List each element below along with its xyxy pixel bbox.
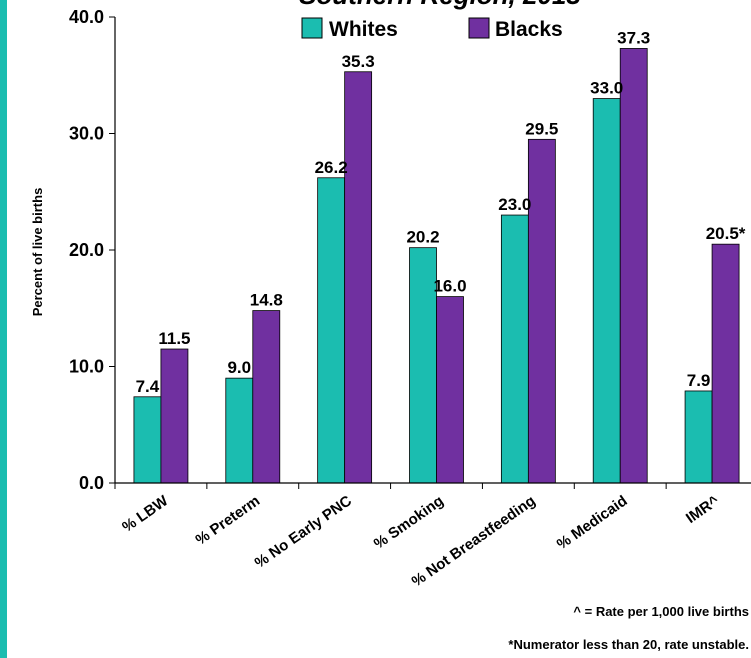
data-label-whites: 7.9 <box>687 371 711 390</box>
category-labels: % LBW% Preterm% No Early PNC% Smoking% N… <box>114 483 723 590</box>
data-label-blacks: 35.3 <box>342 52 375 71</box>
bar-whites <box>317 177 346 484</box>
chart-title: Southern Region, 2013 <box>299 0 581 10</box>
bar-whites <box>500 214 529 484</box>
data-label-whites: 26.2 <box>315 158 348 177</box>
y-axis-label: Percent of live births <box>30 188 45 317</box>
rate-note: ^ = Rate per 1,000 live births <box>573 604 749 619</box>
data-label-blacks: 29.5 <box>525 119 558 138</box>
data-label-whites: 9.0 <box>227 358 251 377</box>
data-label-blacks: 11.5 <box>158 329 190 348</box>
bars <box>133 48 740 484</box>
bar-blacks <box>711 243 740 484</box>
unstable-note: *Numerator less than 20, rate unstable. <box>508 637 749 652</box>
data-label-blacks: 16.0 <box>433 277 466 296</box>
legend: Whites Blacks <box>301 17 563 41</box>
legend-label-blacks: Blacks <box>495 18 563 41</box>
category-label: % No Early PNC <box>252 492 355 572</box>
data-label-whites: 23.0 <box>498 195 531 214</box>
y-axis-ticks: 0.0 10.0 20.0 30.0 40.0 <box>69 7 115 493</box>
legend-swatch-blacks <box>468 17 490 39</box>
legend-swatch-whites <box>301 17 323 39</box>
bar-blacks <box>619 48 648 484</box>
data-label-whites: 20.2 <box>406 228 439 247</box>
bar-whites <box>225 377 254 484</box>
category-label: % LBW <box>119 492 172 536</box>
category-label: IMR^ <box>683 492 723 527</box>
y-tick-label: 10.0 <box>69 357 104 377</box>
bar-whites <box>684 390 713 484</box>
bar-whites <box>133 396 162 484</box>
category-label: % Preterm <box>193 492 264 548</box>
y-tick-label: 40.0 <box>69 7 104 27</box>
y-tick-label: 30.0 <box>69 124 104 144</box>
bar-blacks <box>160 348 189 484</box>
bar-blacks <box>436 296 464 484</box>
y-tick-label: 20.0 <box>69 240 104 260</box>
left-border <box>0 0 7 658</box>
bar-whites <box>592 98 621 484</box>
data-label-whites: 33.0 <box>590 79 623 98</box>
data-label-whites: 7.4 <box>136 377 160 396</box>
data-labels: 7.4 11.5 9.0 14.8 26.2 35.3 20.2 16.0 23.0 29.5 33… <box>136 28 746 395</box>
data-label-blacks: 37.3 <box>617 28 650 47</box>
bar-blacks <box>252 310 281 484</box>
bar-blacks <box>344 71 373 484</box>
data-label-blacks: 20.5* <box>706 224 746 243</box>
axes <box>114 17 751 484</box>
bar-whites <box>409 247 437 484</box>
category-label: % Medicaid <box>554 492 631 553</box>
data-label-blacks: 14.8 <box>250 291 283 310</box>
category-label: % Smoking <box>371 492 447 552</box>
legend-label-whites: Whites <box>329 18 398 41</box>
bar-blacks <box>527 138 556 484</box>
y-tick-label: 0.0 <box>79 473 104 493</box>
